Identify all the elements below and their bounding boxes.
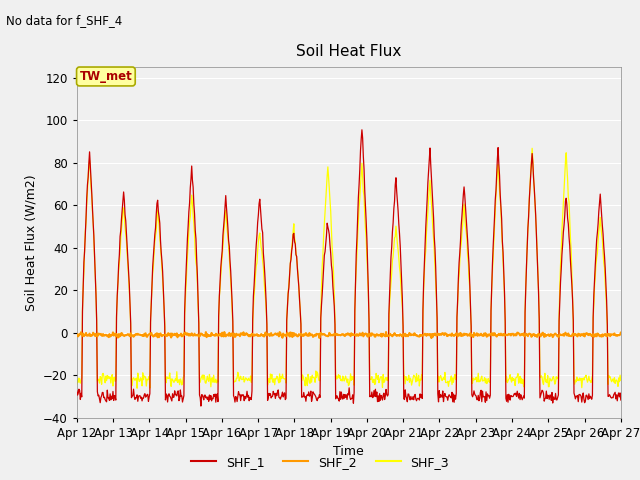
X-axis label: Time: Time (333, 445, 364, 458)
SHF_2 (284, 331, 292, 337)
SHF_3 (138, 377, 145, 383)
Line: SHF_2: SHF_2 (77, 332, 621, 338)
SHF_3 (285, 281, 292, 287)
SHF_1 (137, 396, 145, 401)
SHF_1 (285, 285, 292, 290)
Text: TW_met: TW_met (79, 70, 132, 83)
SHF_1 (197, 403, 205, 409)
SHF_3 (528, 145, 536, 151)
SHF_2 (406, 330, 413, 336)
SHF_2 (237, 331, 244, 336)
Text: No data for f_SHF_4: No data for f_SHF_4 (6, 14, 123, 27)
SHF_2 (73, 332, 81, 337)
SHF_3 (264, 377, 272, 383)
SHF_2 (382, 329, 390, 335)
SHF_1 (264, 395, 272, 400)
SHF_2 (617, 330, 625, 336)
SHF_1 (73, 388, 81, 394)
SHF_3 (406, 379, 413, 385)
SHF_1 (237, 392, 245, 398)
SHF_2 (428, 335, 435, 341)
Title: Soil Heat Flux: Soil Heat Flux (296, 44, 401, 59)
SHF_1 (358, 127, 366, 132)
SHF_1 (437, 392, 445, 397)
SHF_2 (137, 332, 145, 338)
SHF_3 (237, 376, 245, 382)
SHF_3 (133, 385, 141, 391)
Line: SHF_3: SHF_3 (77, 148, 621, 388)
SHF_1 (617, 397, 625, 403)
SHF_3 (617, 378, 625, 384)
Y-axis label: Soil Heat Flux (W/m2): Soil Heat Flux (W/m2) (24, 174, 38, 311)
SHF_2 (437, 332, 445, 337)
Line: SHF_1: SHF_1 (77, 130, 621, 406)
Legend: SHF_1, SHF_2, SHF_3: SHF_1, SHF_2, SHF_3 (186, 451, 454, 474)
SHF_3 (436, 374, 444, 380)
SHF_1 (406, 397, 414, 403)
SHF_2 (264, 332, 271, 338)
SHF_3 (73, 382, 81, 387)
